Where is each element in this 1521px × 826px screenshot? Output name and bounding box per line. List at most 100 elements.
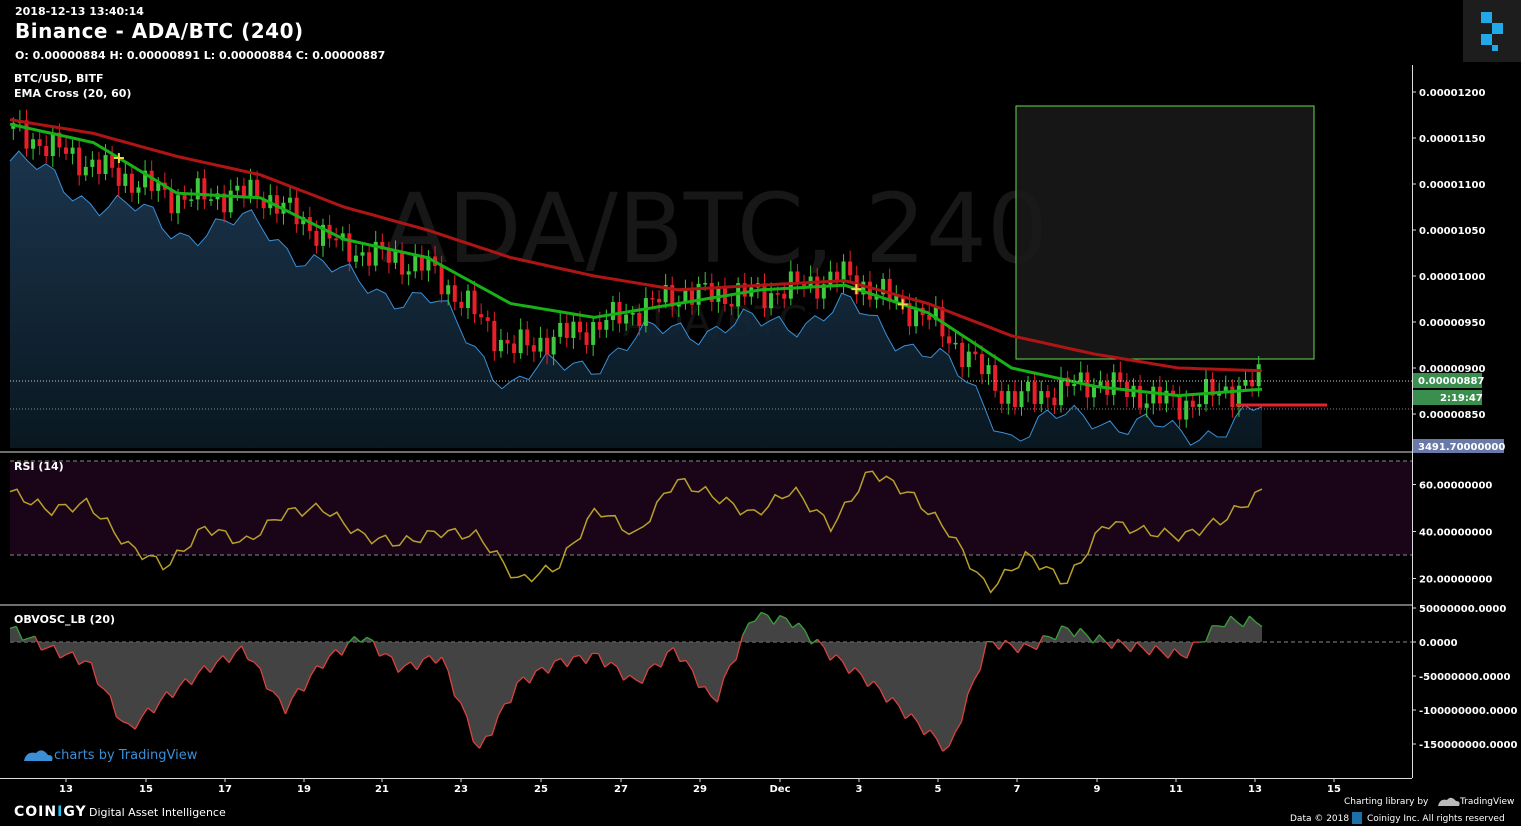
- candle-body: [999, 390, 1004, 404]
- candle-body: [1144, 403, 1149, 408]
- candle-body: [393, 251, 398, 263]
- obv-segment: [541, 666, 549, 674]
- obv-segment: [416, 659, 424, 671]
- obv-segment: [848, 667, 856, 675]
- candle-body: [1019, 391, 1024, 407]
- candle-body: [696, 283, 701, 305]
- obv-segment: [935, 738, 944, 752]
- candle-body: [867, 281, 872, 300]
- obv-segment: [316, 665, 324, 669]
- obv-segment: [1242, 615, 1251, 628]
- candle-body: [492, 320, 497, 352]
- obv-segment: [1098, 634, 1106, 643]
- obv-segment: [798, 622, 806, 631]
- obv-segment: [28, 635, 36, 639]
- obv-segment: [53, 644, 61, 659]
- candle-body: [459, 301, 464, 308]
- obv-segment: [172, 686, 180, 699]
- obv-segment: [954, 721, 963, 733]
- price-axis-label: 0.00001200: [1419, 88, 1485, 99]
- time-axis-label: 15: [1327, 784, 1341, 795]
- time-axis-label: 25: [534, 784, 548, 795]
- charts-by-tradingview[interactable]: charts by TradingView: [54, 748, 198, 763]
- obv-segment: [810, 638, 818, 645]
- coinigy-brand[interactable]: COINIGY: [14, 804, 87, 820]
- obv-segment: [397, 665, 405, 673]
- candle-body: [24, 120, 29, 149]
- candle-body: [933, 307, 938, 320]
- obv-segment: [1054, 625, 1063, 640]
- obv-segment: [510, 682, 518, 703]
- candle-body: [624, 314, 629, 324]
- obv-segment: [159, 691, 168, 702]
- obv-segment: [1230, 615, 1238, 623]
- obv-segment: [529, 670, 537, 684]
- obv-segment: [566, 656, 574, 668]
- obv-segment: [698, 685, 705, 689]
- candle-body: [255, 179, 260, 199]
- candle-body: [729, 303, 734, 307]
- company-copyright: Coinigy Inc. All rights reserved: [1367, 814, 1505, 824]
- obv-segment: [1111, 638, 1119, 649]
- time-axis-label: 23: [454, 784, 468, 795]
- candle-body: [294, 197, 299, 225]
- candle-body: [518, 329, 523, 354]
- obv-segment: [404, 661, 411, 667]
- time-axis-label: 27: [614, 784, 628, 795]
- obv-segment: [478, 736, 487, 749]
- obv-segment: [1030, 645, 1037, 651]
- obv-segment: [1249, 615, 1257, 623]
- candle-body: [136, 187, 141, 193]
- coinigy-logo[interactable]: [1463, 0, 1521, 62]
- candle-body: [676, 303, 681, 307]
- obv-segment: [1255, 621, 1263, 628]
- candle-body: [1250, 379, 1255, 387]
- last-price-badge-text: 0.00000887: [1418, 376, 1484, 387]
- obv-segment: [103, 688, 111, 696]
- obv-segment: [979, 641, 988, 670]
- obv-segment: [247, 658, 255, 663]
- obv-segment: [729, 659, 737, 666]
- candle-body: [663, 284, 668, 303]
- candle-body: [960, 342, 965, 368]
- obv-segment: [485, 734, 493, 737]
- obv-segment: [491, 715, 499, 736]
- rsi-axis-label: 40.00000000: [1419, 528, 1492, 539]
- drawing-rectangle[interactable]: [1015, 105, 1315, 360]
- obv-segment: [453, 695, 462, 704]
- candle-body: [531, 345, 536, 352]
- time-axis-label: 3: [856, 784, 863, 795]
- obv-segment: [1223, 615, 1232, 628]
- obv-segment: [447, 670, 456, 697]
- time-axis-label: 21: [375, 784, 389, 795]
- obv-segment: [923, 729, 931, 736]
- price-axis-label: 0.00001100: [1419, 180, 1485, 191]
- candle-body: [538, 337, 543, 352]
- obv-segment: [9, 625, 17, 630]
- candle-body: [103, 155, 108, 174]
- time-axis: 13 15 17 19 21 23 25 27 29 Dec 3 5 7 9 11 13 15: [59, 778, 1341, 795]
- candle-body: [907, 303, 912, 327]
- rsi-band: [10, 461, 1412, 555]
- candle-body: [129, 173, 134, 193]
- candle-body: [828, 271, 833, 285]
- obv-segment: [1067, 627, 1075, 638]
- obv-segment: [785, 618, 794, 628]
- candle-body: [953, 342, 958, 345]
- obv-series: [9, 611, 1263, 752]
- tradingview-link[interactable]: TradingView: [1460, 797, 1515, 807]
- candle-body: [149, 170, 154, 191]
- obv-segment: [385, 653, 393, 658]
- obv-segment: [322, 656, 330, 669]
- rsi-axis: 60.00000000 40.00000000 20.00000000: [1412, 481, 1492, 586]
- charting-library-text: Charting library by: [1344, 797, 1429, 807]
- obv-segment: [259, 668, 268, 690]
- candle-body: [894, 295, 899, 302]
- rsi-line: [9, 470, 1263, 594]
- coinigy-small-icon: [1352, 812, 1362, 824]
- obv-segment: [960, 693, 969, 722]
- obv-segment: [716, 678, 725, 703]
- obv-segment: [1205, 625, 1213, 643]
- candle-body: [439, 265, 444, 295]
